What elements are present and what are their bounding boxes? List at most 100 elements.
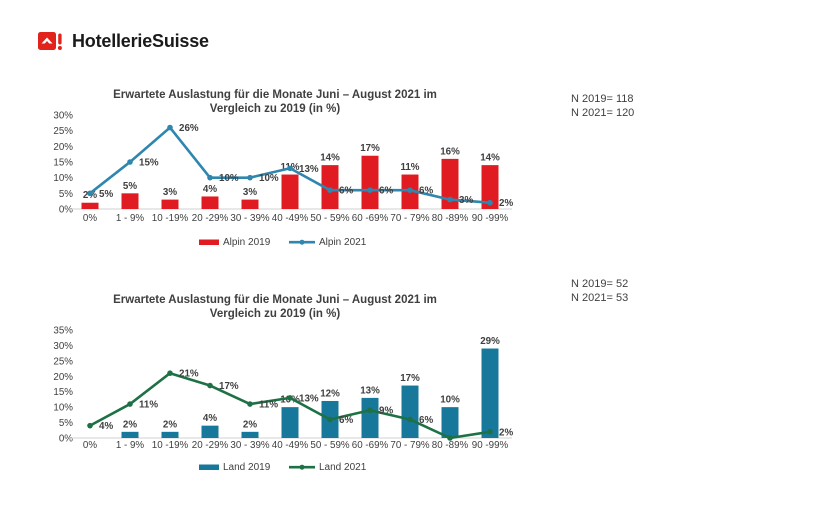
n-2019-value: N 2019= 52 (571, 278, 629, 290)
bar (281, 407, 299, 438)
chart-text: Alpin 2019 (223, 237, 271, 248)
bar (361, 155, 379, 209)
chart-text: 15% (53, 158, 73, 169)
chart-title-line-2: Vergleich zu 2019 (in %) (209, 308, 341, 320)
bar (161, 431, 179, 438)
chart-text: 17% (219, 381, 239, 392)
chart-text: 6% (339, 415, 353, 426)
bar (361, 397, 379, 438)
legend-bar-swatch (199, 464, 219, 470)
chart-text: 40 -49% (272, 213, 309, 224)
chart-text: 6% (419, 415, 433, 426)
chart-text: 90 -99% (472, 440, 509, 451)
line-marker (407, 416, 413, 423)
chart-text: 4% (99, 421, 113, 432)
line-marker (167, 124, 173, 131)
chart-text: 30 - 39% (230, 213, 270, 224)
chart-text: 2% (123, 419, 137, 430)
n-2021-value: N 2021= 53 (571, 291, 629, 304)
chart-text: 10% (53, 173, 73, 184)
bar (161, 199, 179, 209)
chart-text: 70 - 79% (390, 440, 430, 451)
line-marker (207, 174, 213, 181)
legend: Land 2019 Land 2021 (199, 462, 367, 473)
sample-size-note-land: N 2019= 52 N 2021= 53 (571, 278, 628, 305)
bar (441, 407, 459, 438)
line-marker (407, 187, 413, 193)
line-marker (87, 190, 93, 197)
line-marker (127, 159, 133, 165)
chart-text: Land 2019 (223, 462, 271, 473)
chart-text: 3% (163, 187, 177, 198)
chart-text: 90 -99% (472, 213, 509, 224)
line-marker (367, 407, 373, 414)
chart-text: 6% (419, 186, 433, 197)
chart-text: 30% (53, 111, 73, 122)
chart-text: 2% (163, 419, 177, 430)
alpin-chart-canvas: 0%5%10%15%20%25%30%2%5%3%4%3%11%14%17%11… (53, 111, 513, 249)
bar (121, 431, 139, 438)
bar (481, 165, 499, 209)
chart-text: 5% (123, 181, 137, 192)
chart-text: 11% (139, 400, 158, 411)
y-axis-labels: 0% 5% 10% 15% 20% 25% 30% (53, 111, 73, 216)
chart-text: 0% (83, 440, 97, 451)
bar (201, 196, 219, 209)
chart-text: 14% (320, 153, 340, 164)
chart-text: 15% (139, 158, 159, 169)
chart-text: 10% (53, 403, 73, 414)
chart-text: 2% (243, 419, 257, 430)
chart-text: 13% (299, 164, 319, 175)
logo: HotellerieSuisse (38, 28, 209, 54)
line-marker (327, 416, 333, 423)
chart-text: 80 -89% (432, 213, 469, 224)
chart-text: 16% (440, 146, 460, 157)
chart-text: 2% (499, 198, 513, 209)
chart-title-alpin: Erwartete Auslastung für die Monate Juni… (40, 88, 510, 116)
line-marker (247, 174, 253, 181)
line-marker (447, 435, 453, 441)
chart-text: 30% (53, 341, 73, 352)
chart-text: 10 -19% (152, 440, 189, 451)
chart-title-line-1: Erwartete Auslastung für die Monate Juni… (113, 294, 437, 306)
chart-title-line-1: Erwartete Auslastung für die Monate Juni… (113, 89, 437, 101)
line-marker (167, 370, 173, 376)
line-marker (367, 187, 373, 193)
chart-text: 60 -69% (352, 440, 389, 451)
bar-series-alpin-2019: 2%5%3%4%3%11%14%17%11%16%14% (81, 143, 500, 209)
chart-text: 3% (459, 195, 473, 206)
chart-text: 2% (499, 427, 513, 438)
chart-text: Alpin 2021 (319, 237, 367, 248)
chart-text: 10% (259, 173, 279, 184)
line-marker (287, 395, 293, 401)
bar (321, 165, 339, 209)
legend-bar-swatch (199, 239, 219, 245)
chart-text: 20% (53, 142, 73, 153)
chart-text: 20% (53, 372, 73, 383)
chart-text: 17% (360, 143, 380, 154)
line-marker (327, 187, 333, 193)
line-marker (487, 199, 493, 206)
chart-text: 0% (59, 205, 73, 216)
chart-text: 6% (379, 186, 393, 197)
chart-text: 20 -29% (192, 440, 229, 451)
chart-text: 11% (400, 162, 419, 173)
n-2021-value: N 2021= 120 (571, 106, 635, 119)
chart-text: 4% (203, 413, 217, 424)
y-axis-labels: 0% 5% 10% 15% 20% 25% 30% 35% (53, 326, 73, 445)
land-chart-canvas: 0%5%10%15%20%25%30%35%2%2%4%2%10%12%13%1… (53, 326, 513, 474)
chart-text: 17% (400, 373, 420, 384)
bar (241, 431, 259, 438)
chart-text: 5% (99, 189, 113, 200)
chart-text: 1 - 9% (116, 213, 145, 224)
chart-text: 14% (480, 153, 500, 164)
chart-text: 5% (59, 189, 73, 200)
chart-text: 70 - 79% (390, 213, 430, 224)
chart-text: 21% (179, 369, 199, 380)
chart-text: 50 - 59% (310, 213, 350, 224)
line-marker (447, 196, 453, 203)
bar (481, 348, 499, 438)
x-axis-labels: 0% 1 - 9% 10 -19% 20 -29% 30 - 39% 40 -49% 50 … (83, 440, 509, 451)
chart-text: 15% (53, 387, 73, 398)
line-series-alpin-2021: 5% 15% 26% 10% 10% 13% 6% 6% 6% 3% 2% (87, 123, 513, 209)
